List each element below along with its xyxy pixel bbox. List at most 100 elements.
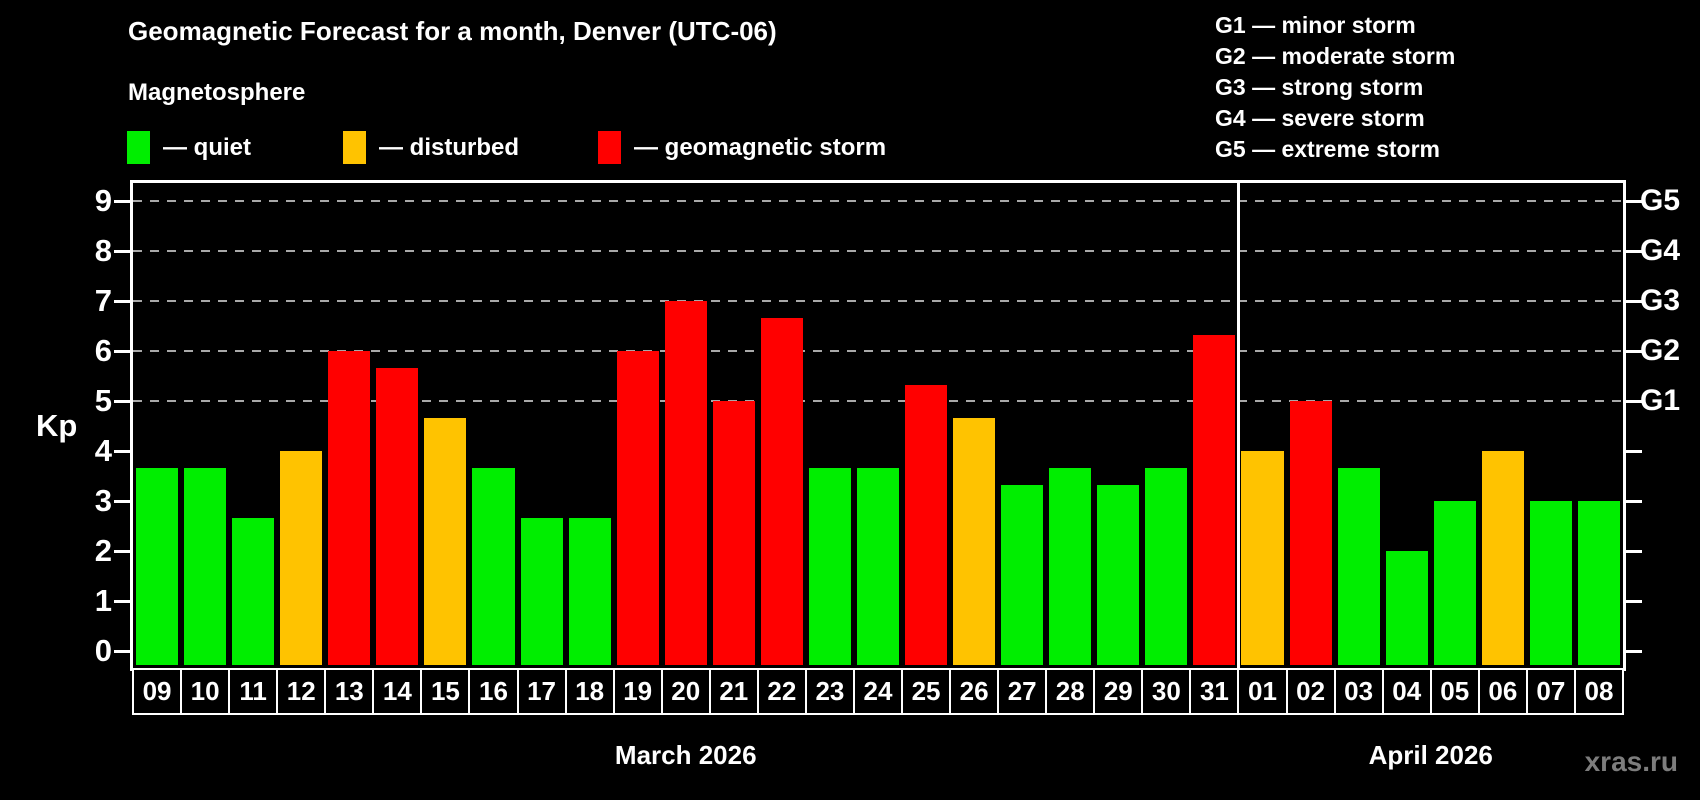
gridline-kp-5 <box>133 400 1623 402</box>
legend-item-storm: — geomagnetic storm <box>598 131 886 164</box>
kp-bar-23 <box>808 467 851 665</box>
day-label-cell-17: 17 <box>516 668 567 715</box>
day-label-cell-01: 01 <box>1237 668 1288 715</box>
day-label-cell-20: 20 <box>660 668 711 715</box>
day-label-cell-02: 02 <box>1285 668 1336 715</box>
kp-bar-27 <box>1001 484 1044 665</box>
day-label-cell-19: 19 <box>612 668 663 715</box>
kp-bar-15 <box>424 417 467 665</box>
day-label-cell-22: 22 <box>756 668 807 715</box>
y-axis-label-5: 5 <box>94 383 112 418</box>
y-axis-label-6: 6 <box>94 333 112 368</box>
day-label-cell-11: 11 <box>228 668 279 715</box>
kp-bar-03 <box>1337 467 1380 665</box>
chart-title: Geomagnetic Forecast for a month, Denver… <box>128 16 777 46</box>
kp-bar-26 <box>953 417 996 665</box>
legend-item-quiet: — quiet <box>127 131 251 164</box>
right-axis-label-G1: G1 <box>1640 384 1681 417</box>
kp-bar-09 <box>136 467 179 665</box>
gridline-kp-6 <box>133 350 1623 352</box>
right-axis-label-G3: G3 <box>1640 284 1681 317</box>
y-axis-title: Kp <box>36 408 78 443</box>
y-axis-tick-left-8 <box>114 250 130 253</box>
right-axis-label-G4: G4 <box>1640 234 1681 267</box>
y-axis-label-2: 2 <box>94 533 112 568</box>
watermark: xras.ru <box>1584 746 1678 777</box>
kp-bar-10 <box>184 467 227 665</box>
kp-bar-12 <box>280 451 323 665</box>
y-axis-label-1: 1 <box>94 583 112 618</box>
y-axis-tick-left-1 <box>114 600 130 603</box>
day-label-cell-03: 03 <box>1333 668 1384 715</box>
kp-bar-18 <box>568 517 611 665</box>
y-axis-tick-left-0 <box>114 650 130 653</box>
kp-bar-11 <box>232 517 275 665</box>
g-scale-legend-line: G3 — strong storm <box>1215 74 1424 100</box>
legend-label-storm: — geomagnetic storm <box>634 133 887 161</box>
y-axis-tick-right-3 <box>1626 500 1642 503</box>
y-axis-tick-left-7 <box>114 300 130 303</box>
kp-bar-14 <box>376 367 419 665</box>
legend-swatch-disturbed <box>343 131 366 164</box>
day-label-cell-26: 26 <box>949 668 1000 715</box>
day-label-cell-25: 25 <box>901 668 952 715</box>
day-label-cell-06: 06 <box>1477 668 1528 715</box>
gridline-kp-8 <box>133 250 1623 252</box>
kp-bar-28 <box>1049 467 1092 665</box>
day-label-cell-13: 13 <box>324 668 375 715</box>
legend-swatch-storm <box>598 131 621 164</box>
kp-bar-20 <box>664 301 707 665</box>
g-scale-legend-line: G1 — minor storm <box>1215 12 1416 38</box>
g-scale-legend-line: G5 — extreme storm <box>1215 136 1440 162</box>
right-axis-label-G5: G5 <box>1640 184 1681 217</box>
kp-bar-24 <box>856 467 900 665</box>
y-axis-tick-right-5 <box>1626 400 1642 403</box>
month-label: April 2026 <box>1368 740 1493 770</box>
day-label-cell-18: 18 <box>564 668 615 715</box>
g-scale-legend-line: G4 — severe storm <box>1215 105 1425 131</box>
day-label-cell-04: 04 <box>1381 668 1432 715</box>
day-label-cell-09: 09 <box>132 668 183 715</box>
y-axis-label-7: 7 <box>94 283 112 318</box>
y-axis-tick-right-1 <box>1626 600 1642 603</box>
magnetosphere-legend-title: Magnetosphere <box>128 79 306 106</box>
kp-bar-01 <box>1241 451 1284 665</box>
day-label-cell-27: 27 <box>997 668 1048 715</box>
day-label-cell-24: 24 <box>852 668 904 715</box>
month-label: March 2026 <box>614 740 757 770</box>
y-axis-tick-left-5 <box>114 400 130 403</box>
day-label-cell-28: 28 <box>1045 668 1096 715</box>
y-axis-tick-right-7 <box>1626 300 1642 303</box>
right-axis-label-G2: G2 <box>1640 334 1681 367</box>
day-label-cell-05: 05 <box>1429 668 1480 715</box>
y-axis-tick-left-3 <box>114 500 130 503</box>
y-axis-tick-right-6 <box>1626 350 1642 353</box>
g-scale-legend: G1 — minor storm G2 — moderate storm G3 — … <box>1215 10 1455 165</box>
day-label-cell-15: 15 <box>420 668 471 715</box>
plot-area <box>130 180 1626 671</box>
y-axis-label-0: 0 <box>94 633 112 668</box>
y-axis-tick-left-4 <box>114 450 130 453</box>
y-axis-label-8: 8 <box>94 233 112 268</box>
kp-bar-17 <box>520 517 563 665</box>
day-label-cell-23: 23 <box>804 668 855 715</box>
y-axis-tick-right-9 <box>1626 200 1642 203</box>
kp-bar-22 <box>760 317 803 665</box>
kp-bar-06 <box>1481 451 1524 665</box>
kp-bar-02 <box>1289 401 1332 665</box>
legend-label-quiet: — quiet <box>163 133 251 161</box>
kp-bar-07 <box>1529 501 1572 665</box>
y-axis-tick-right-2 <box>1626 550 1642 553</box>
legend-swatch-quiet <box>127 131 150 164</box>
y-axis-label-9: 9 <box>94 183 112 218</box>
y-axis-tick-right-4 <box>1626 450 1642 453</box>
kp-bar-16 <box>472 467 515 665</box>
y-axis-label-4: 4 <box>94 433 112 468</box>
day-label-cell-08: 08 <box>1573 668 1624 715</box>
legend-item-disturbed: — disturbed <box>343 131 519 164</box>
day-label-cell-07: 07 <box>1525 668 1576 715</box>
y-axis-tick-right-8 <box>1626 250 1642 253</box>
g-scale-legend-line: G2 — moderate storm <box>1215 43 1456 69</box>
day-label-cell-12: 12 <box>276 668 327 715</box>
kp-bar-25 <box>905 384 948 665</box>
